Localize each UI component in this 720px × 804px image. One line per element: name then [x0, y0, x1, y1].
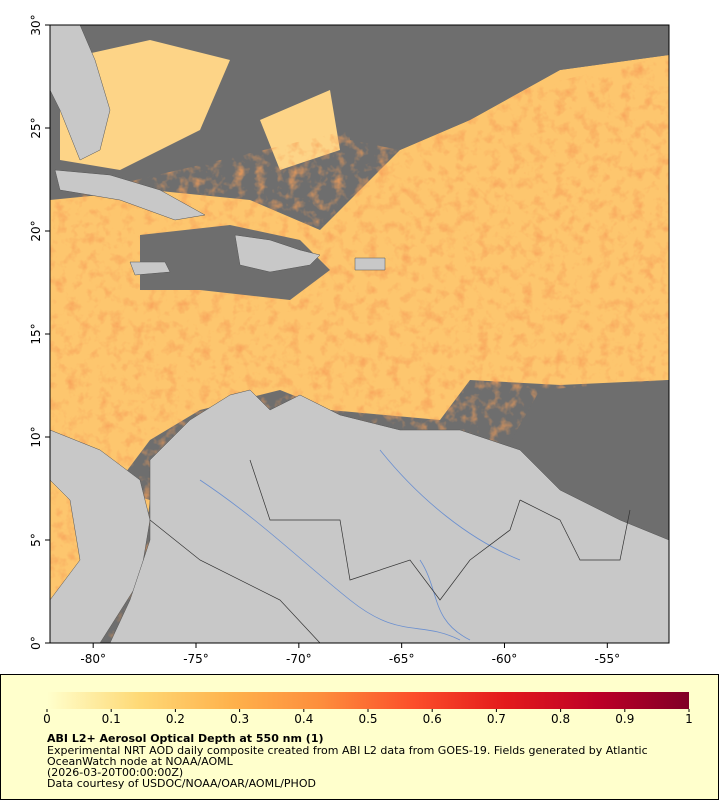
y-tick-label: 20°: [29, 220, 43, 241]
y-tick-label: 5°: [29, 533, 43, 547]
colorbar-tick-label: 0: [43, 712, 51, 726]
land: [50, 25, 669, 643]
colorbar-tick-label: 0.5: [358, 712, 377, 726]
map: [50, 25, 669, 643]
colorbar-tick-label: 0.8: [551, 712, 570, 726]
x-tick-label: -70°: [286, 652, 312, 666]
y-tick-label: 25°: [29, 117, 43, 138]
colorbar-tick-label: 1: [685, 712, 693, 726]
colorbar-tick-label: 0.4: [294, 712, 313, 726]
y-tick-label: 30°: [29, 14, 43, 35]
colorbar-tick-label: 0.6: [423, 712, 442, 726]
colorbar-tick-label: 0.7: [487, 712, 506, 726]
y-tick-label: 0°: [29, 636, 43, 650]
caption-title: ABI L2+ Aerosol Optical Depth at 550 nm …: [47, 732, 324, 745]
x-tick-label: -65°: [389, 652, 415, 666]
x-tick-label: -75°: [183, 652, 209, 666]
caption-line: (2026-03-20T00:00:00Z): [47, 766, 183, 779]
caption-line: OceanWatch node at NOAA/AOML: [47, 755, 234, 768]
borders: [149, 459, 631, 643]
x-tick-label: -60°: [492, 652, 518, 666]
y-tick-label: 15°: [29, 323, 43, 344]
colorbar: [47, 692, 689, 709]
rivers: [199, 449, 521, 641]
x-tick-label: -55°: [595, 652, 621, 666]
caption-line: Experimental NRT AOD daily composite cre…: [47, 744, 648, 757]
y-tick-label: 10°: [29, 426, 43, 447]
colorbar-tick-label: 0.3: [230, 712, 249, 726]
caption-line: Data courtesy of USDOC/NOAA/OAR/AOML/PHO…: [47, 777, 316, 790]
colorbar-tick-label: 0.1: [102, 712, 121, 726]
colorbar-tick-label: 0.2: [166, 712, 185, 726]
colorbar-tick-label: 0.9: [615, 712, 634, 726]
x-tick-label: -80°: [80, 652, 106, 666]
